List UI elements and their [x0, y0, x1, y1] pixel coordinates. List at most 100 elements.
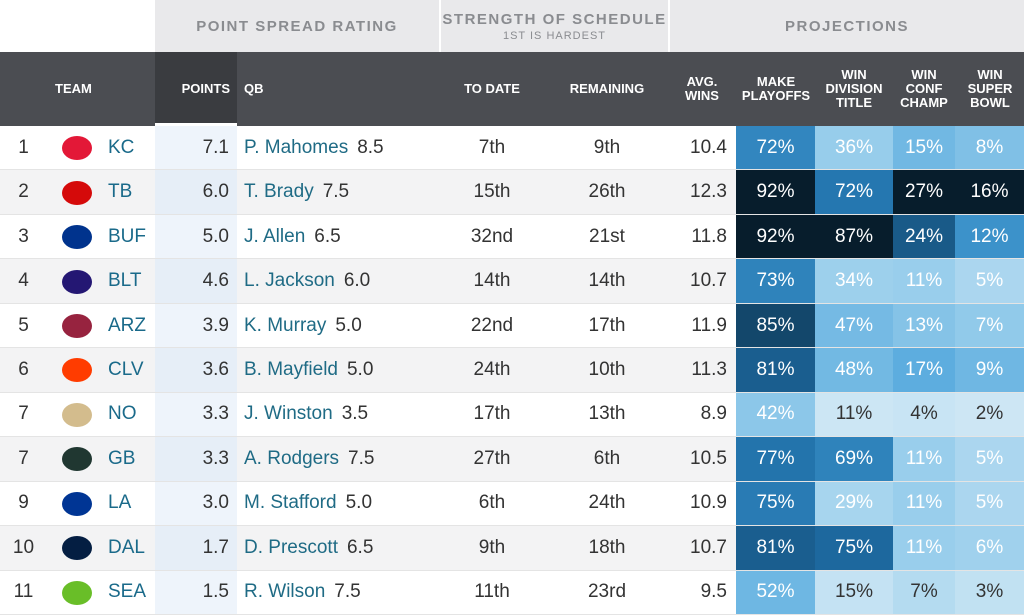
- qb-name: R. Wilson: [244, 581, 326, 603]
- table-row: 7 GB 3.3 A. Rodgers 7.5 27th 6th 10.5 77% 69% 11% 5…: [0, 437, 1024, 482]
- team-logo: [62, 402, 92, 427]
- sos-remaining: 23rd: [587, 581, 627, 603]
- column-header: POINTS: [181, 81, 230, 96]
- column-header: QB: [244, 81, 264, 96]
- sos-to-date: 22nd: [470, 314, 514, 336]
- points-bg: [155, 214, 237, 259]
- team-abbr: TB: [108, 181, 133, 203]
- column-header: MAKE PLAYOFFS: [741, 74, 811, 103]
- team-logo: [62, 580, 92, 605]
- column-header: WIN CONF CHAMP: [900, 67, 948, 110]
- qb-rating: 8.5: [357, 136, 384, 158]
- rank: 1: [18, 136, 29, 158]
- projection: 36%: [815, 126, 893, 170]
- sos-remaining: 9th: [593, 136, 621, 158]
- projection: 15%: [815, 570, 893, 614]
- projection: 81%: [736, 348, 815, 392]
- team-logo: [62, 269, 92, 294]
- projection: 73%: [736, 259, 815, 303]
- projection: 75%: [815, 526, 893, 570]
- avg-wins: 9.5: [700, 581, 727, 603]
- sos-to-date: 27th: [473, 447, 511, 469]
- projection: 42%: [736, 392, 815, 437]
- avg-wins: 11.9: [691, 314, 727, 336]
- qb: D. Prescott 6.5: [244, 526, 440, 569]
- projection: 29%: [815, 481, 893, 526]
- sos-to-date: 32nd: [470, 225, 514, 247]
- sos-to-date: 11th: [474, 581, 510, 603]
- team-logo: [62, 358, 92, 383]
- group-title: POINT SPREAD RATING: [196, 17, 398, 35]
- projection: 15%: [893, 126, 955, 170]
- points-bg: [155, 303, 237, 348]
- qb-name: J. Allen: [244, 225, 306, 247]
- rank: 7: [18, 447, 29, 469]
- avg-wins: 10.4: [690, 136, 727, 158]
- rank: 11: [13, 581, 34, 603]
- team-logo: [62, 447, 92, 472]
- group-header: PROJECTIONS: [670, 0, 1024, 52]
- points-bg: [155, 126, 237, 170]
- group-subtitle: 1ST IS HARDEST: [502, 29, 607, 42]
- points: 6.0: [202, 181, 229, 203]
- projection: 17%: [893, 348, 955, 392]
- column-header: TO DATE: [464, 81, 520, 96]
- table-row: 7 NO 3.3 J. Winston 3.5 17th 13th 8.9 42% 11% 4% 2%: [0, 392, 1024, 438]
- projection: 4%: [893, 392, 955, 437]
- sos-remaining: 24th: [588, 492, 626, 514]
- qb: M. Stafford 5.0: [244, 482, 440, 525]
- team-logo: [62, 180, 92, 205]
- projection: 16%: [955, 170, 1024, 214]
- avg-wins: 11.8: [691, 225, 727, 247]
- qb-name: T. Brady: [244, 181, 314, 203]
- sos-remaining: 18th: [588, 536, 626, 558]
- points-bg: [155, 437, 237, 481]
- sos-to-date: 9th: [478, 536, 506, 558]
- qb-name: M. Stafford: [244, 492, 337, 514]
- column-header: TEAM: [55, 81, 92, 96]
- qb-name: A. Rodgers: [244, 447, 340, 469]
- sos-remaining: 13th: [588, 403, 626, 425]
- team-logo: [62, 314, 92, 339]
- rank: 4: [18, 270, 29, 292]
- projection: 92%: [736, 214, 815, 259]
- team-logo: [62, 225, 92, 250]
- projection: 7%: [893, 570, 955, 614]
- projection: 2%: [955, 392, 1024, 437]
- projection: 77%: [736, 437, 815, 481]
- sos-to-date: 15th: [473, 181, 511, 203]
- projection: 72%: [736, 126, 815, 170]
- projection: 85%: [736, 303, 815, 348]
- projection: 11%: [893, 259, 955, 303]
- points: 4.6: [202, 270, 229, 292]
- sos-to-date: 6th: [478, 492, 506, 514]
- projection: 13%: [893, 303, 955, 348]
- qb-name: L. Jackson: [244, 270, 335, 292]
- avg-wins: 10.7: [690, 270, 727, 292]
- projection: 72%: [815, 170, 893, 214]
- team-abbr: DAL: [108, 536, 145, 558]
- projection: 81%: [736, 526, 815, 570]
- avg-wins: 10.7: [690, 536, 727, 558]
- qb-name: B. Mayfield: [244, 358, 338, 380]
- group-title: STRENGTH OF SCHEDULE: [442, 10, 667, 28]
- team-abbr: KC: [108, 136, 135, 158]
- table-row: 9 LA 3.0 M. Stafford 5.0 6th 24th 10.9 75% 29% 11%…: [0, 481, 1024, 527]
- qb: A. Rodgers 7.5: [244, 437, 440, 480]
- avg-wins: 12.3: [690, 181, 727, 203]
- projection: 92%: [736, 170, 815, 214]
- sos-remaining: 17th: [588, 314, 626, 336]
- projection: 87%: [815, 214, 893, 259]
- team-logo: [62, 536, 92, 561]
- team-abbr: CLV: [108, 358, 144, 380]
- sos-to-date: 17th: [473, 403, 511, 425]
- qb-name: K. Murray: [244, 314, 327, 336]
- projection: 69%: [815, 437, 893, 481]
- projection: 6%: [955, 526, 1024, 570]
- team-abbr: LA: [108, 492, 132, 514]
- points-bg: [155, 259, 237, 303]
- column-header: WIN SUPER BOWL: [967, 67, 1013, 110]
- avg-wins: 8.9: [700, 403, 727, 425]
- qb: T. Brady 7.5: [244, 170, 440, 213]
